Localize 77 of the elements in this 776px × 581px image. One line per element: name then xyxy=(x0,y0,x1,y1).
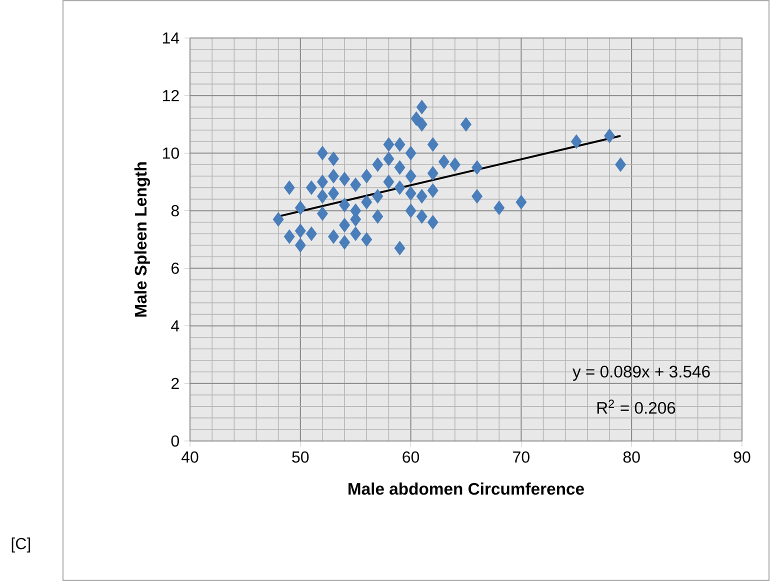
point xyxy=(284,180,295,195)
point xyxy=(449,157,460,172)
point xyxy=(383,137,394,152)
point xyxy=(361,168,372,184)
point xyxy=(416,117,428,132)
point xyxy=(416,100,428,114)
x-tick-label: 70 xyxy=(513,451,530,463)
y-tick-label: 14 xyxy=(163,32,180,44)
point xyxy=(294,200,306,216)
point xyxy=(405,204,416,218)
point xyxy=(416,189,428,204)
point xyxy=(350,226,362,241)
point xyxy=(570,134,582,149)
y-tick-label: 4 xyxy=(171,320,180,332)
point xyxy=(410,111,422,126)
point xyxy=(306,180,317,195)
point xyxy=(361,232,372,247)
x-tick-label: 60 xyxy=(402,451,420,463)
point xyxy=(328,168,339,184)
text: [C] xyxy=(12,538,30,552)
point xyxy=(361,194,372,210)
point xyxy=(394,137,406,152)
point xyxy=(317,146,328,160)
y-axis-title: Male Spleen Length xyxy=(134,162,150,317)
point xyxy=(372,209,384,224)
point xyxy=(460,117,472,132)
point xyxy=(372,157,384,172)
point xyxy=(339,172,350,186)
point xyxy=(472,189,483,204)
annotation: R$^{2}$ = 0.206 xyxy=(597,400,676,414)
y-tick-label: 12 xyxy=(163,90,179,102)
point xyxy=(284,229,295,244)
annotation: y = 0.089x + 3.546 xyxy=(572,366,710,381)
x-tick-label: 40 xyxy=(181,451,198,463)
point xyxy=(328,152,339,166)
point xyxy=(350,178,362,192)
point xyxy=(494,200,505,216)
point xyxy=(405,168,416,184)
point xyxy=(317,174,328,190)
x-tick-label: 90 xyxy=(734,451,750,463)
point xyxy=(383,152,394,166)
point xyxy=(416,209,428,224)
point xyxy=(516,194,527,210)
point xyxy=(438,154,450,169)
point xyxy=(427,137,438,152)
point xyxy=(339,198,350,212)
point xyxy=(339,235,350,250)
point xyxy=(294,224,306,238)
point xyxy=(317,206,328,221)
point xyxy=(472,160,483,175)
x-axis-title: Male abdomen Circumference xyxy=(348,482,584,495)
point xyxy=(604,128,615,144)
y-tick-label: 10 xyxy=(163,147,179,159)
point xyxy=(405,146,416,160)
point xyxy=(339,218,350,232)
point xyxy=(306,226,317,241)
point xyxy=(394,240,406,256)
point xyxy=(615,157,626,172)
point xyxy=(427,215,438,230)
point xyxy=(294,238,306,252)
point xyxy=(272,212,284,227)
point xyxy=(427,183,438,198)
y-tick-label: 6 xyxy=(172,262,179,274)
y-tick-label: 8 xyxy=(171,205,179,216)
x-tick-label: 50 xyxy=(292,451,309,463)
point xyxy=(405,186,416,201)
point xyxy=(394,160,406,175)
point xyxy=(317,189,328,204)
point xyxy=(328,186,339,201)
x-tick-label: 80 xyxy=(623,451,640,463)
y-tick-label: 2 xyxy=(171,378,179,389)
y-tick-label: 0 xyxy=(171,435,179,447)
point xyxy=(328,229,339,244)
point xyxy=(427,166,438,180)
point xyxy=(372,189,384,204)
point xyxy=(383,174,394,190)
point xyxy=(394,180,406,195)
